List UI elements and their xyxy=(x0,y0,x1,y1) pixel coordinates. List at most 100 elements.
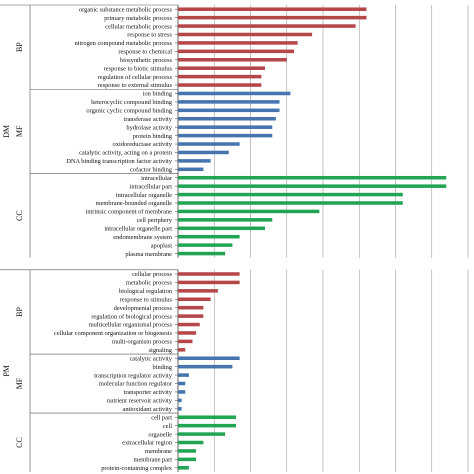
subgroup-label: CC xyxy=(15,437,24,448)
category-label: developmental process xyxy=(114,305,173,312)
category-label: cofactor binding xyxy=(130,167,173,174)
bar xyxy=(178,142,240,146)
group-labels: BP MF CC DM BP MF CC PM xyxy=(0,4,178,472)
bar xyxy=(178,432,226,436)
bar xyxy=(178,466,189,470)
category-label: organelle xyxy=(148,431,172,438)
bar xyxy=(178,415,236,420)
category-label: transferase activity xyxy=(124,116,173,123)
bar xyxy=(178,41,298,45)
bar xyxy=(178,390,186,394)
category-label: DNA binding transcription factor activit… xyxy=(66,158,173,165)
category-labels: organic substance metabolic process prima… xyxy=(54,6,173,472)
bar xyxy=(178,32,313,37)
category-label: endomembrane system xyxy=(113,234,172,241)
category-label: response to stress xyxy=(127,32,172,39)
bar xyxy=(178,373,189,377)
bar xyxy=(178,272,240,276)
bars xyxy=(178,7,447,470)
bar xyxy=(178,356,240,361)
category-label: plasma membrane xyxy=(125,251,172,258)
bar xyxy=(178,348,186,352)
category-label: cell xyxy=(163,423,172,430)
category-label: membrane-bounded organelle xyxy=(96,200,173,207)
category-label: organic cyclic compound binding xyxy=(86,108,172,115)
bar xyxy=(178,218,273,222)
category-label: binding xyxy=(152,364,172,371)
category-label: biosynthetic process xyxy=(120,57,173,64)
bar xyxy=(178,440,204,445)
bar xyxy=(178,251,226,256)
section-label: DM xyxy=(2,125,11,138)
category-label: hydrolase activity xyxy=(126,124,172,131)
bar xyxy=(178,243,233,247)
bar xyxy=(178,108,280,113)
category-label: multi-organism process xyxy=(112,339,173,346)
category-label: intrinsic component of membrane xyxy=(86,209,173,216)
bar xyxy=(178,449,197,453)
category-label: response to stimulus xyxy=(120,296,173,303)
bar xyxy=(178,423,236,428)
bar xyxy=(178,192,403,197)
category-label: metabolic process xyxy=(126,280,172,287)
category-label: extracellular region xyxy=(122,440,173,447)
bar xyxy=(178,125,273,129)
category-label: intracellular xyxy=(141,175,173,182)
category-label: molecular function regulator xyxy=(99,381,173,388)
category-label: intracellular organelle part xyxy=(104,225,172,232)
bar xyxy=(178,331,197,335)
category-label: biological regulation xyxy=(119,288,173,295)
bar xyxy=(178,297,211,302)
bar xyxy=(178,322,200,327)
category-label: protein binding xyxy=(133,133,173,140)
category-label: protein-containing complex xyxy=(101,465,173,472)
section-label: PM xyxy=(2,365,11,377)
bar xyxy=(178,339,193,344)
bar xyxy=(178,150,229,155)
category-label: response to chemical xyxy=(118,49,172,56)
category-label: heterocyclic compound binding xyxy=(91,99,173,106)
bar xyxy=(178,133,273,138)
subgroup-label: BP xyxy=(15,42,24,52)
category-label: cellular component organization or bioge… xyxy=(54,330,173,337)
bar xyxy=(178,201,403,205)
category-label: response to biotic stimulus xyxy=(104,65,173,72)
category-label: apoplast xyxy=(151,242,173,249)
bar xyxy=(178,167,204,172)
category-label: regulation of biological process xyxy=(91,313,172,320)
category-label: cell part xyxy=(151,414,172,421)
category-label: catalytic activity xyxy=(130,355,173,362)
category-label: cellular metabolic process xyxy=(105,23,172,30)
bar xyxy=(178,175,447,180)
bar xyxy=(178,305,204,310)
bar xyxy=(178,100,280,104)
category-label: antioxidant activity xyxy=(122,406,172,413)
category-label: ion binding xyxy=(143,91,173,98)
subgroup-label: MF xyxy=(15,377,24,389)
subgroup-label: CC xyxy=(15,210,24,221)
category-label: signaling xyxy=(149,347,173,354)
bar xyxy=(178,74,262,79)
category-label: transporter activity xyxy=(124,389,173,396)
bar xyxy=(178,91,291,96)
category-label: intracellular part xyxy=(130,183,173,190)
category-label: transcription regulator activity xyxy=(94,372,173,379)
bar xyxy=(178,280,240,285)
category-label: response to external stimulus xyxy=(98,82,173,89)
subgroup-label: MF xyxy=(15,125,24,137)
bar xyxy=(178,398,182,403)
bar xyxy=(178,457,197,462)
bar xyxy=(178,116,276,121)
category-label: catalytic activity, acting on a protein xyxy=(79,150,173,157)
category-label: primary metabolic process xyxy=(104,15,172,22)
bar xyxy=(178,57,287,62)
category-label: membrane part xyxy=(133,457,172,464)
category-label: oxidoreductase activity xyxy=(113,141,173,148)
bar xyxy=(178,381,186,386)
bar xyxy=(178,234,240,239)
bar xyxy=(178,7,367,11)
category-label: cellular process xyxy=(132,271,172,278)
bar xyxy=(178,364,233,369)
bar xyxy=(178,209,320,214)
